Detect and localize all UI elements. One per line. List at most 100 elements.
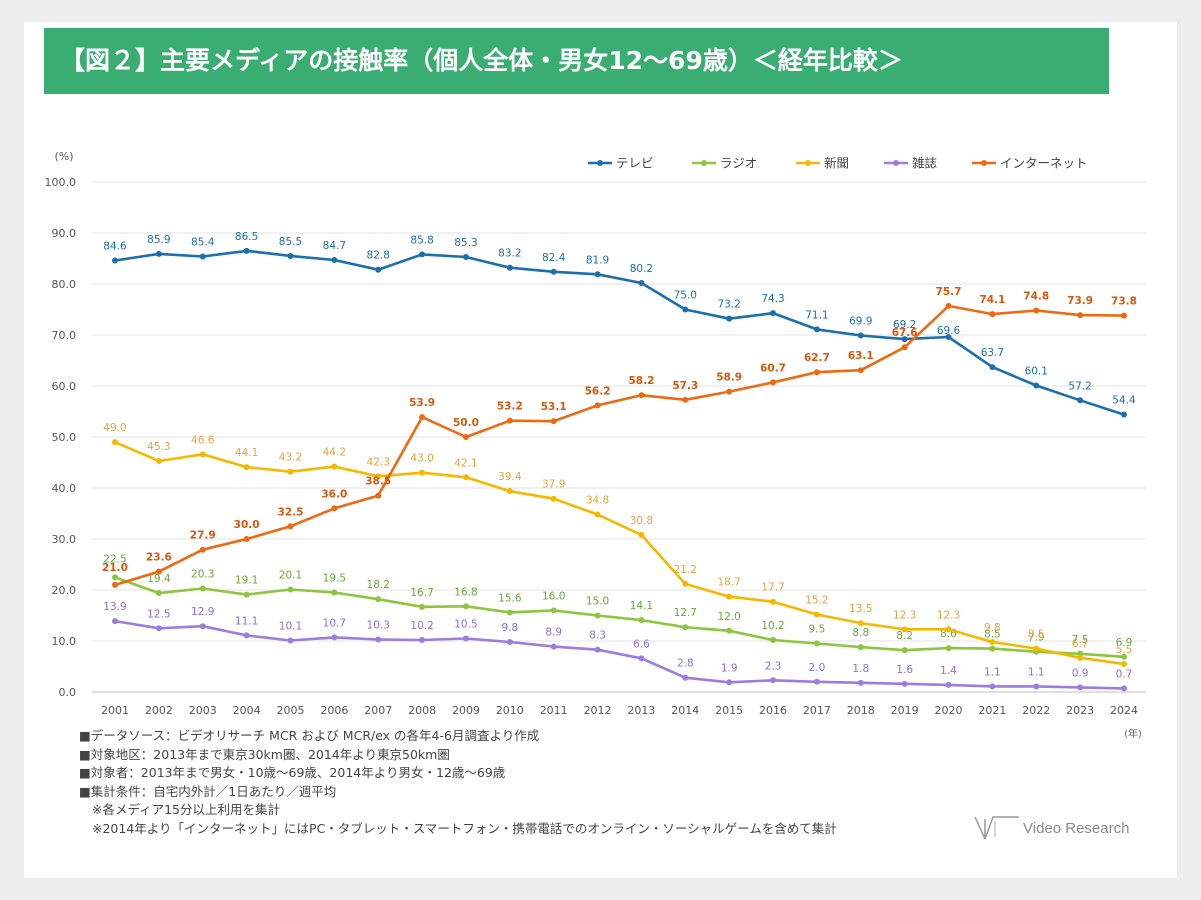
data-label: 53.1 [541,401,567,413]
data-point [462,474,469,481]
data-point [419,469,426,476]
data-point [770,677,777,684]
data-point [1033,645,1040,652]
data-point [857,332,864,339]
legend-entry: 新聞 [824,156,849,171]
data-point [1121,411,1127,418]
logo-text: Video Research [1023,820,1130,837]
data-point [243,536,250,542]
data-label: 74.3 [761,293,784,305]
data-point [945,626,952,633]
data-point [726,315,733,322]
data-label: 20.1 [279,569,302,581]
data-label: 73.9 [1067,295,1093,307]
data-label: 9.8 [984,622,1001,634]
data-label: 16.7 [410,587,433,599]
data-label: 80.2 [630,263,653,275]
y-tick-label: 20.0 [52,584,77,597]
data-point [155,568,162,575]
data-label: 54.4 [1112,395,1136,407]
data-label: 82.4 [542,252,566,264]
data-point [112,439,118,446]
x-tick-label: 2015 [715,704,743,717]
data-point [287,523,294,530]
data-point [989,364,996,371]
data-label: 62.7 [804,352,830,364]
data-label: 85.9 [147,234,170,246]
data-point [638,279,645,286]
data-label: 58.9 [716,372,742,384]
x-tick-label: 2021 [978,704,1006,717]
data-point [155,250,162,257]
data-point [287,586,294,593]
data-point [594,612,601,619]
x-tick-label: 2008 [408,704,436,717]
y-tick-label: 40.0 [52,482,77,495]
data-point [945,645,952,652]
data-point [638,655,645,662]
data-point [945,681,952,688]
data-point [813,369,820,376]
data-point [199,253,206,260]
data-label: 81.9 [586,254,609,266]
data-point [857,679,864,686]
x-tick-label: 2017 [803,704,831,717]
data-point [945,334,952,341]
data-label: 6.7 [1072,638,1089,650]
x-tick-label: 2016 [759,704,787,717]
data-point [462,603,469,610]
data-label: 19.1 [235,575,258,587]
x-tick-label: 2003 [189,704,217,717]
data-label: 1.1 [984,666,1001,678]
x-tick-label: 2002 [145,704,173,717]
data-label: 18.2 [367,579,390,591]
note-area: ■対象地区：2013年まで東京30km圏、2014年より東京50km圏 [79,746,450,762]
note-internet: ※2014年より「インターネット」にはPC・タブレット・スマートフォン・携帯電話… [92,820,837,836]
data-point [375,596,382,603]
x-tick-label: 2013 [627,704,655,717]
series-line [114,249,1125,416]
data-label: 75.0 [674,290,697,302]
data-label: 0.9 [1072,667,1089,679]
data-point [989,639,996,646]
data-label: 1.8 [852,663,869,675]
data-label: 2.3 [765,660,782,672]
data-point [1121,653,1127,660]
data-label: 8.2 [896,630,913,642]
x-tick-label: 2011 [540,704,568,717]
data-point [857,620,864,627]
data-point [243,591,250,598]
data-point [462,635,469,642]
note-target: ■対象者：2013年まで男女・10歳～69歳、2014年より男女・12歳～69歳 [79,765,506,780]
data-label: 0.7 [1116,668,1133,680]
data-point [594,271,601,278]
data-point [243,247,250,254]
data-label: 16.0 [542,590,565,602]
data-label: 12.7 [674,607,697,619]
legend-entry: 雑誌 [912,156,938,171]
data-label: 39.4 [498,471,522,483]
data-label: 36.0 [321,488,347,500]
data-point [199,451,206,458]
data-point [945,302,952,309]
data-label: 53.9 [409,397,435,409]
x-tick-label: 2022 [1022,704,1050,717]
data-label: 20.3 [191,568,214,580]
data-point [638,392,645,399]
data-point [901,344,908,351]
data-point [155,625,162,632]
data-label: 15.6 [498,592,522,604]
videoresearch-logo: Video Research [973,813,1133,843]
data-point [901,647,908,654]
data-label: 85.3 [454,237,477,249]
data-point [155,590,162,597]
note-source: ■データソース：ビデオリサーチ MCR および MCR/ex の各年4-6月調査… [79,728,540,743]
data-point [112,257,118,264]
data-point [506,417,513,424]
data-label: 19.5 [323,573,346,585]
data-point [726,679,733,686]
logo-mark-icon [974,816,1019,840]
series-line [114,304,1125,587]
data-point [287,468,294,475]
